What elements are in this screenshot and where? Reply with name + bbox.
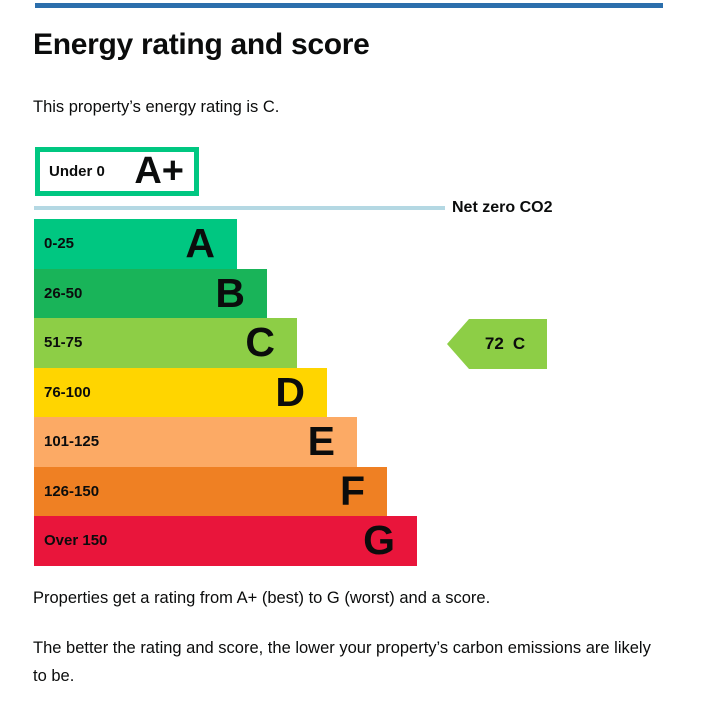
band-range-label: 51-75: [44, 334, 83, 352]
band-rating-letter: F: [339, 467, 365, 514]
band-range-label: Under 0: [49, 163, 105, 180]
band-row-f: 126-150 F: [34, 466, 387, 516]
band-range-label: 0-25: [44, 235, 75, 253]
current-rating-letter: C: [512, 334, 526, 353]
band-rating-letter: B: [215, 269, 245, 316]
band-rating-letter: G: [363, 517, 395, 563]
band-row-d: 76-100 D: [34, 367, 327, 417]
band-row-b: 26-50 B: [34, 268, 267, 318]
band-rating-letter: D: [275, 368, 305, 415]
band-row-c: 51-75 C: [34, 318, 297, 368]
band-rating-letter: E: [307, 418, 335, 464]
band-row-e: 101-125 E: [34, 417, 357, 467]
band-row-g: Over 150 G: [34, 516, 417, 566]
band-rating-letter: C: [245, 319, 275, 365]
rating-explanation-text: Properties get a rating from A+ (best) t…: [33, 589, 491, 607]
current-rating-pointer: 72 C: [447, 319, 547, 369]
band-range-label: 101-125: [44, 433, 100, 451]
page-title: Energy rating and score: [33, 28, 370, 61]
band-rating-letter: A+: [134, 150, 184, 192]
band-range-label: 76-100: [44, 383, 91, 401]
net-zero-label: Net zero CO2: [452, 199, 553, 216]
top-accent-border: [35, 3, 663, 8]
band-range-label: Over 150: [44, 532, 108, 550]
score-explanation-text: The better the rating and score, the low…: [33, 639, 651, 685]
net-zero-line: [34, 206, 445, 210]
band-range-label: 126-150: [44, 482, 100, 500]
band-rating-letter: A: [185, 220, 215, 266]
rating-bands: 0-25 A 26-50 B 51-75 C 76-100 D 101-125 …: [34, 219, 417, 566]
band-row-a-plus: Under 0 A+: [35, 147, 199, 196]
current-score: 72: [484, 334, 504, 353]
rating-summary-text: This property’s energy rating is C.: [33, 98, 280, 116]
band-row-a: 0-25 A: [34, 219, 237, 269]
band-range-label: 26-50: [44, 284, 83, 302]
net-zero-marker: Net zero CO2: [34, 199, 552, 217]
